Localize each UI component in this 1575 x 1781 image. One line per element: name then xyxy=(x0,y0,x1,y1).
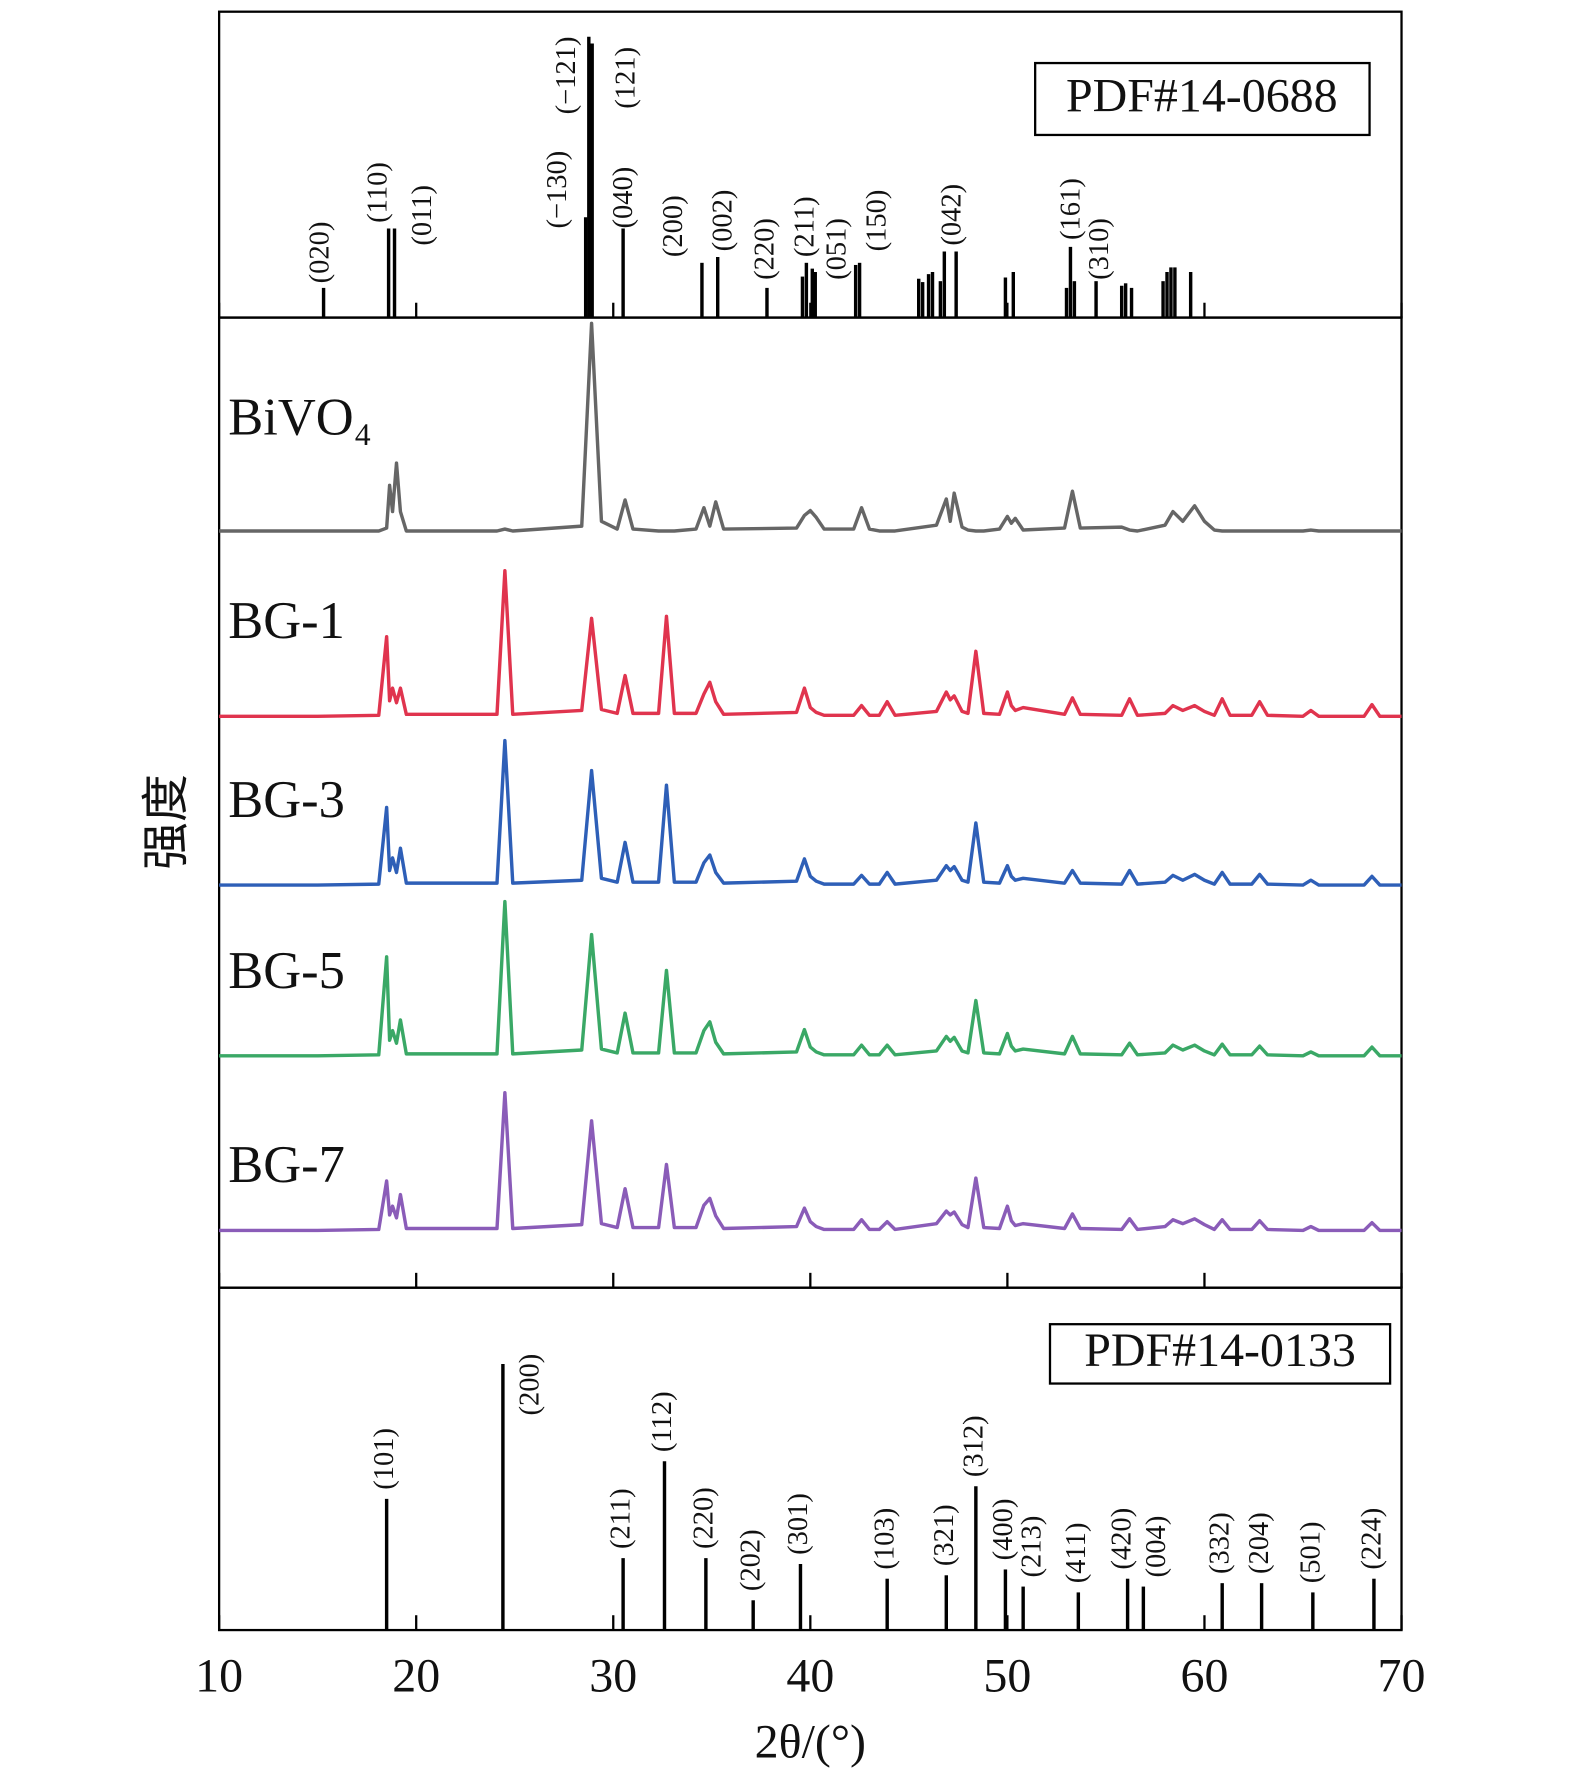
peak-label: (161) xyxy=(1055,178,1086,240)
peak-label: (213) xyxy=(1017,1516,1048,1578)
peak-label: (220) xyxy=(750,218,781,280)
peak-label: (220) xyxy=(688,1487,719,1549)
y-axis-title: 强度 xyxy=(139,774,194,870)
xrd-pattern xyxy=(219,738,1402,887)
peak-label: (501) xyxy=(1295,1522,1326,1584)
peak-label: (051) xyxy=(821,218,852,280)
xrd-pattern xyxy=(219,321,1402,533)
peak-label: (110) xyxy=(363,162,394,223)
x-tick-label: 40 xyxy=(786,1649,834,1702)
peak-label: (411) xyxy=(1061,1523,1092,1584)
peak-label: (002) xyxy=(707,190,738,252)
peak-label: (200) xyxy=(658,195,689,257)
legend-box xyxy=(1034,61,1371,137)
series-label: BiVO₄ xyxy=(228,389,372,447)
peak-label: (224) xyxy=(1356,1508,1387,1570)
xrd-pattern xyxy=(219,569,1402,718)
series-label: BG-5 xyxy=(228,942,345,1000)
peak-label: (−121) xyxy=(551,37,582,115)
peak-label: (332) xyxy=(1205,1512,1236,1574)
x-tick-label: 70 xyxy=(1378,1649,1426,1702)
peak-label: (310) xyxy=(1084,218,1115,280)
x-tick-label: 10 xyxy=(195,1649,243,1702)
peak-label: (312) xyxy=(958,1415,989,1477)
peak-label: (211) xyxy=(789,196,820,257)
peak-label: (200) xyxy=(514,1354,545,1416)
x-tick-label: 60 xyxy=(1180,1649,1228,1702)
peak-label: (112) xyxy=(647,1391,678,1452)
series-label: BG-1 xyxy=(228,592,345,650)
peak-label: (020) xyxy=(304,222,335,284)
x-axis-title: 2θ/(°) xyxy=(755,1715,866,1768)
peak-label: (211) xyxy=(606,1488,637,1549)
xrd-pattern xyxy=(219,1090,1402,1233)
peak-label: (204) xyxy=(1244,1512,1275,1574)
peak-label: (−130) xyxy=(542,151,573,229)
reference-label: PDF#14-0688 xyxy=(1066,70,1338,123)
x-tick-label: 50 xyxy=(983,1649,1031,1702)
peak-label: (101) xyxy=(369,1428,400,1490)
xrd-pattern xyxy=(219,899,1402,1058)
peak-label: (011) xyxy=(407,185,438,246)
peak-label: (321) xyxy=(929,1504,960,1566)
reference-label: PDF#14-0133 xyxy=(1084,1324,1356,1377)
peak-label: (150) xyxy=(861,190,892,252)
peak-label: (004) xyxy=(1141,1516,1172,1578)
series-label: BG-7 xyxy=(228,1136,345,1194)
series-label: BG-3 xyxy=(228,771,345,829)
x-tick-label: 30 xyxy=(589,1649,637,1702)
peak-label: (103) xyxy=(870,1508,901,1570)
peak-label: (042) xyxy=(937,184,968,246)
x-tick-label: 20 xyxy=(392,1649,440,1702)
peak-label: (040) xyxy=(608,167,639,229)
peak-label: (202) xyxy=(736,1529,767,1591)
panel-top-frame xyxy=(217,10,1403,319)
peak-label: (301) xyxy=(783,1493,814,1555)
peak-label: (400) xyxy=(988,1499,1019,1561)
legend-box xyxy=(1048,1323,1392,1385)
peak-label: (420) xyxy=(1107,1508,1138,1570)
peak-label: (121) xyxy=(610,47,641,109)
